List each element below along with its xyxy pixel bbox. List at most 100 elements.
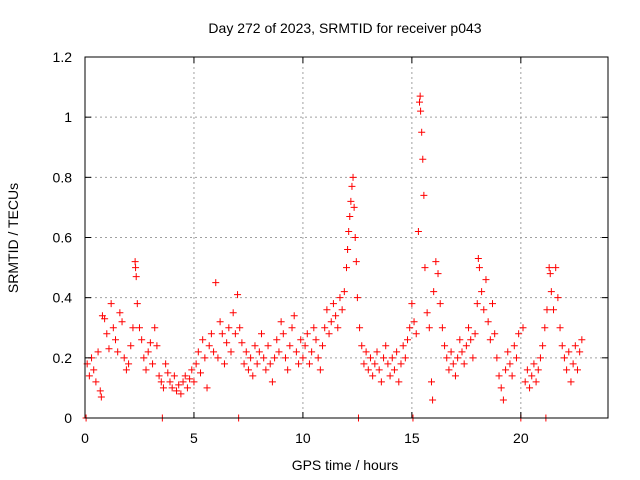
data-point — [550, 306, 558, 314]
data-point — [201, 354, 209, 362]
data-point — [546, 270, 554, 278]
data-point — [417, 107, 425, 115]
data-point — [573, 366, 581, 374]
data-point — [571, 342, 579, 350]
data-point — [414, 227, 422, 235]
data-point — [371, 360, 379, 368]
data-point — [432, 258, 440, 266]
data-point — [408, 300, 416, 308]
y-axis-ticks: 0 0.2 0.4 0.6 0.8 1 1.2 — [53, 49, 608, 426]
data-point — [399, 342, 407, 350]
data-point — [109, 324, 117, 332]
data-point — [515, 330, 523, 338]
data-point — [530, 360, 538, 368]
x-axis-label: GPS time / hours — [292, 457, 399, 473]
data-point — [377, 378, 385, 386]
data-point — [85, 372, 93, 380]
data-point — [362, 348, 370, 356]
x-axis-ticks: 0 5 10 15 20 — [81, 57, 529, 446]
data-point — [218, 330, 226, 338]
data-point — [271, 354, 279, 362]
data-point — [388, 354, 396, 362]
data-point — [181, 372, 189, 380]
data-point — [380, 354, 388, 362]
chart-title: Day 272 of 2023, SRMTID for receiver p04… — [208, 20, 481, 36]
data-point — [129, 324, 137, 332]
data-point — [565, 348, 573, 356]
data-point — [348, 182, 356, 190]
data-point — [297, 336, 305, 344]
x-tick-label: 0 — [81, 430, 89, 446]
data-point — [429, 396, 437, 404]
data-point — [350, 203, 358, 211]
data-point — [384, 360, 392, 368]
data-point — [430, 288, 438, 296]
data-point — [105, 345, 113, 353]
data-point — [434, 270, 442, 278]
data-point — [346, 212, 354, 220]
data-point — [576, 348, 584, 356]
data-point — [316, 366, 324, 374]
data-point — [427, 378, 435, 386]
data-point — [445, 366, 453, 374]
data-point — [491, 330, 499, 338]
data-point — [260, 354, 268, 362]
data-point — [170, 372, 178, 380]
data-point — [132, 264, 140, 272]
data-point — [454, 354, 462, 362]
y-tick-label: 0.6 — [53, 230, 73, 246]
data-point — [255, 348, 263, 356]
data-point — [473, 300, 481, 308]
data-point — [543, 306, 551, 314]
data-point — [539, 342, 547, 350]
data-point — [173, 387, 181, 395]
data-point — [536, 354, 544, 362]
data-point — [443, 354, 451, 362]
data-point — [395, 378, 403, 386]
data-point — [114, 348, 122, 356]
y-tick-label: 0.4 — [53, 290, 73, 306]
data-point — [475, 264, 483, 272]
data-point — [478, 288, 486, 296]
data-point — [366, 354, 374, 362]
data-point — [192, 360, 200, 368]
data-point — [340, 288, 348, 296]
data-point — [436, 300, 444, 308]
data-point — [458, 348, 466, 356]
x-tick-label: 5 — [190, 430, 198, 446]
data-point — [151, 324, 159, 332]
data-point — [183, 384, 191, 392]
y-tick-label: 0 — [64, 410, 72, 426]
data-point — [292, 348, 300, 356]
data-point — [375, 366, 383, 374]
data-point — [502, 366, 510, 374]
data-point — [225, 324, 233, 332]
data-point — [349, 173, 357, 181]
data-point — [162, 360, 170, 368]
data-point — [164, 369, 172, 377]
data-point — [236, 324, 244, 332]
data-point — [336, 294, 344, 302]
data-point — [101, 315, 109, 323]
data-point — [356, 324, 364, 332]
data-point — [207, 330, 215, 338]
y-tick-label: 0.8 — [53, 169, 73, 185]
data-point — [125, 360, 133, 368]
data-point — [460, 360, 468, 368]
data-point — [480, 306, 488, 314]
data-point — [521, 378, 529, 386]
data-point — [301, 342, 309, 350]
data-point — [345, 227, 353, 235]
data-point — [393, 348, 401, 356]
data-point — [523, 366, 531, 374]
data-point — [314, 354, 322, 362]
data-point — [423, 309, 431, 317]
data-point — [441, 342, 449, 350]
data-point — [425, 324, 433, 332]
data-point — [196, 369, 204, 377]
data-point — [456, 336, 464, 344]
data-point — [558, 342, 566, 350]
y-tick-label: 1 — [64, 109, 72, 125]
data-point — [247, 354, 255, 362]
